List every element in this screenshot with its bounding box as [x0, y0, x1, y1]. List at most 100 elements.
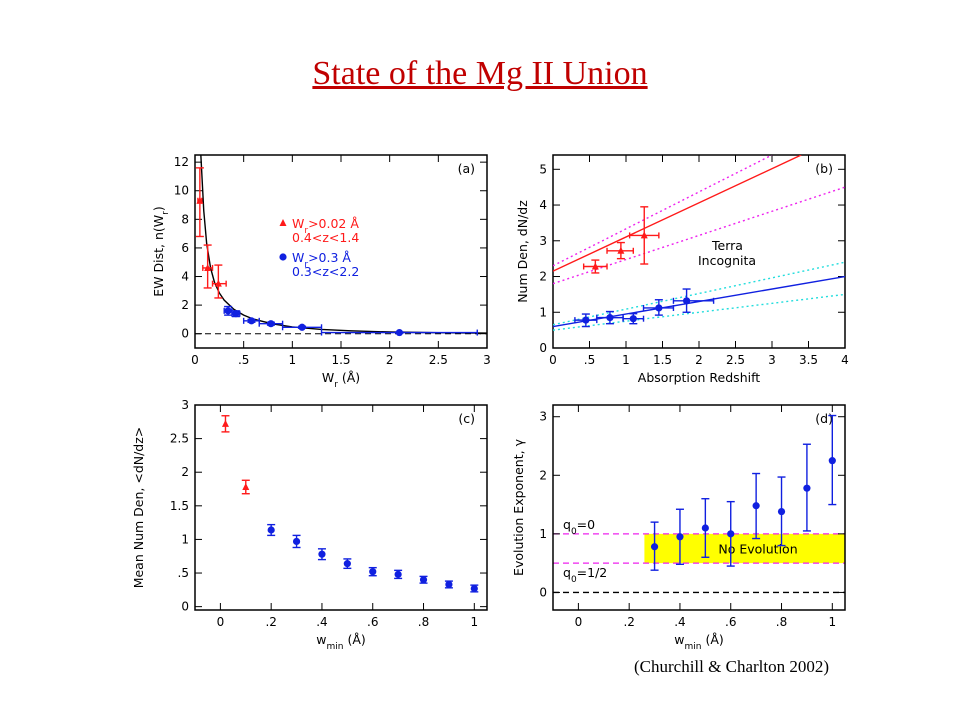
panel-b-data-point-circle — [629, 315, 637, 323]
panel-a-xtick-label: .5 — [238, 353, 249, 367]
panel-c-mean-number-density: 0 .2 .4 .6 .8 1 0 .5 1 1.5 2 2.5 3 (c) wmin (Å) Mean Nu… — [131, 398, 488, 652]
panel-d-xtick-label: .8 — [776, 615, 787, 629]
panel-c-ytick-label: 3 — [181, 398, 189, 412]
panel-a-ytick-label: 2 — [181, 298, 189, 312]
panel-a-legend-entry: Wr>0.02 Å — [292, 216, 359, 236]
panel-d-ytick-label: 3 — [539, 410, 547, 424]
panel-c-plot-frame — [194, 404, 488, 611]
panel-c-x-axis-label: wmin (Å) — [316, 632, 366, 652]
panel-a-data-point-circle — [232, 310, 240, 318]
panel-a-legend-marker-triangle — [279, 219, 287, 226]
panel-d-data-point-circle — [828, 457, 836, 465]
panel-c-xtick-label: .8 — [418, 615, 429, 629]
panel-a-legend-range: 0.3<z<2.2 — [292, 264, 359, 279]
panel-b-data-point-circle — [655, 304, 663, 312]
panel-c-ytick-label: 2.5 — [170, 432, 189, 446]
panel-a-legend-range: 0.4<z<1.4 — [292, 230, 359, 245]
panel-a-xtick-label: 1.5 — [331, 353, 350, 367]
panel-b-data-point-circle — [582, 316, 590, 324]
panel-a-ytick-label: 0 — [181, 327, 189, 341]
panel-a-fit-curve — [200, 155, 487, 334]
panel-b-cyan-confidence-line — [553, 293, 845, 331]
panel-a-legend-marker-circle — [279, 253, 287, 261]
panel-b-xtick-label: 3 — [768, 353, 776, 367]
panel-a-xtick-label: 3 — [483, 353, 491, 367]
panel-a-x-axis-label: Wr (Å) — [322, 370, 360, 390]
panel-d-reference-label: q0=1/2 — [563, 565, 607, 585]
panel-a-data-point-triangle — [204, 263, 212, 271]
panel-b-data-point-circle — [606, 314, 614, 322]
panel-c-data-point-circle — [292, 537, 301, 546]
panel-d-xtick-label: .4 — [674, 615, 685, 629]
panel-b-y-axis-label: Num Den, dN/dz — [515, 200, 530, 303]
panel-b-xtick-label: 3.5 — [799, 353, 818, 367]
panel-b-annotation: Terra — [711, 238, 743, 253]
panel-a-y-axis-label: EW Dist, n(Wr) — [151, 206, 171, 296]
panel-b-xtick-label: 1 — [622, 353, 630, 367]
panel-c-ytick-label: 1.5 — [170, 499, 189, 513]
panel-c-ytick-label: .5 — [178, 566, 189, 580]
slide-title: State of the Mg II Union — [312, 55, 648, 92]
panel-c-panel-tag: (c) — [458, 411, 475, 426]
panel-a-ew-distribution: 0 .5 1 1.5 2 2.5 3 0 2 4 6 8 10 12 (a) Wr>0.02 Å0.4<z<1… — [151, 154, 491, 390]
panel-a-xtick-label: 2.5 — [429, 353, 448, 367]
panel-a-data-point-triangle — [214, 279, 222, 287]
panel-a-data-point-circle — [267, 320, 275, 328]
panel-c-data-point-circle — [394, 570, 402, 578]
panel-b-xtick-label: .5 — [584, 353, 595, 367]
panel-b-ytick-label: 1 — [539, 305, 547, 319]
panel-a-xtick-label: 1 — [289, 353, 297, 367]
panel-b-annotation: Incognita — [698, 253, 756, 268]
panel-b-data-point-triangle — [617, 246, 625, 254]
panel-a-data-point-triangle — [196, 196, 204, 204]
panel-d-data-point-circle — [650, 543, 659, 551]
panel-d-ytick-label: 0 — [539, 585, 547, 599]
panel-d-data-point-circle — [727, 530, 735, 538]
panel-d-data-point-circle — [676, 533, 684, 541]
panel-b-xtick-label: 1.5 — [653, 353, 672, 367]
panel-c-data-point-circle — [470, 584, 478, 593]
panel-c-xtick-label: .2 — [265, 615, 276, 629]
panel-d-reference-label: q0=0 — [563, 517, 595, 537]
panel-b-xtick-label: 2 — [695, 353, 703, 367]
panel-b-ytick-label: 3 — [539, 234, 547, 248]
panel-d-data-point-circle — [803, 484, 811, 492]
panel-b-ytick-label: 0 — [539, 341, 547, 355]
panel-d-xtick-label: 0 — [575, 615, 583, 629]
panel-c-data-point-triangle — [242, 483, 250, 490]
panel-b-xtick-label: 4 — [841, 353, 849, 367]
panel-a-ytick-label: 12 — [174, 155, 189, 169]
panel-d-plot-frame — [552, 404, 846, 611]
panel-b-red-fit-line — [553, 155, 802, 272]
panel-c-data-point-triangle — [221, 419, 229, 427]
panel-a-data-point-circle — [395, 328, 403, 337]
panel-d-x-axis-label: wmin (Å) — [674, 632, 724, 652]
panel-c-ytick-label: 2 — [181, 465, 189, 479]
panel-d-ytick-label: 2 — [539, 468, 547, 482]
panel-c-xtick-label: .4 — [316, 615, 327, 629]
panel-c-data-point-circle — [369, 568, 377, 576]
panel-c-data-point-circle — [445, 580, 453, 589]
panel-b-xtick-label: 2.5 — [726, 353, 745, 367]
panel-b-xtick-label: 0 — [549, 353, 557, 367]
panel-d-xtick-label: .2 — [623, 615, 634, 629]
panel-c-data-point-circle — [267, 526, 275, 534]
panel-b-magenta-confidence-line — [553, 155, 773, 267]
panel-a-data-point-circle — [298, 323, 306, 331]
panel-d-xtick-label: 1 — [828, 615, 836, 629]
panel-d-y-axis-label: Evolution Exponent, γ — [511, 438, 526, 576]
panel-a-xtick-label: 0 — [191, 353, 199, 367]
panel-b-data-point-circle — [682, 297, 691, 305]
panel-b-ytick-label: 5 — [539, 162, 547, 176]
panel-a-legend-entry: Wr>0.3 Å — [292, 250, 351, 270]
panel-a-ytick-label: 10 — [174, 184, 189, 198]
panel-c-data-point-circle — [343, 560, 351, 568]
panel-b-x-axis-label: Absorption Redshift — [638, 370, 760, 385]
panel-a-ytick-label: 8 — [181, 212, 189, 226]
panel-a-panel-tag: (a) — [458, 161, 475, 176]
panel-c-data-point-circle — [318, 550, 326, 558]
panel-a-ytick-label: 4 — [181, 270, 189, 284]
